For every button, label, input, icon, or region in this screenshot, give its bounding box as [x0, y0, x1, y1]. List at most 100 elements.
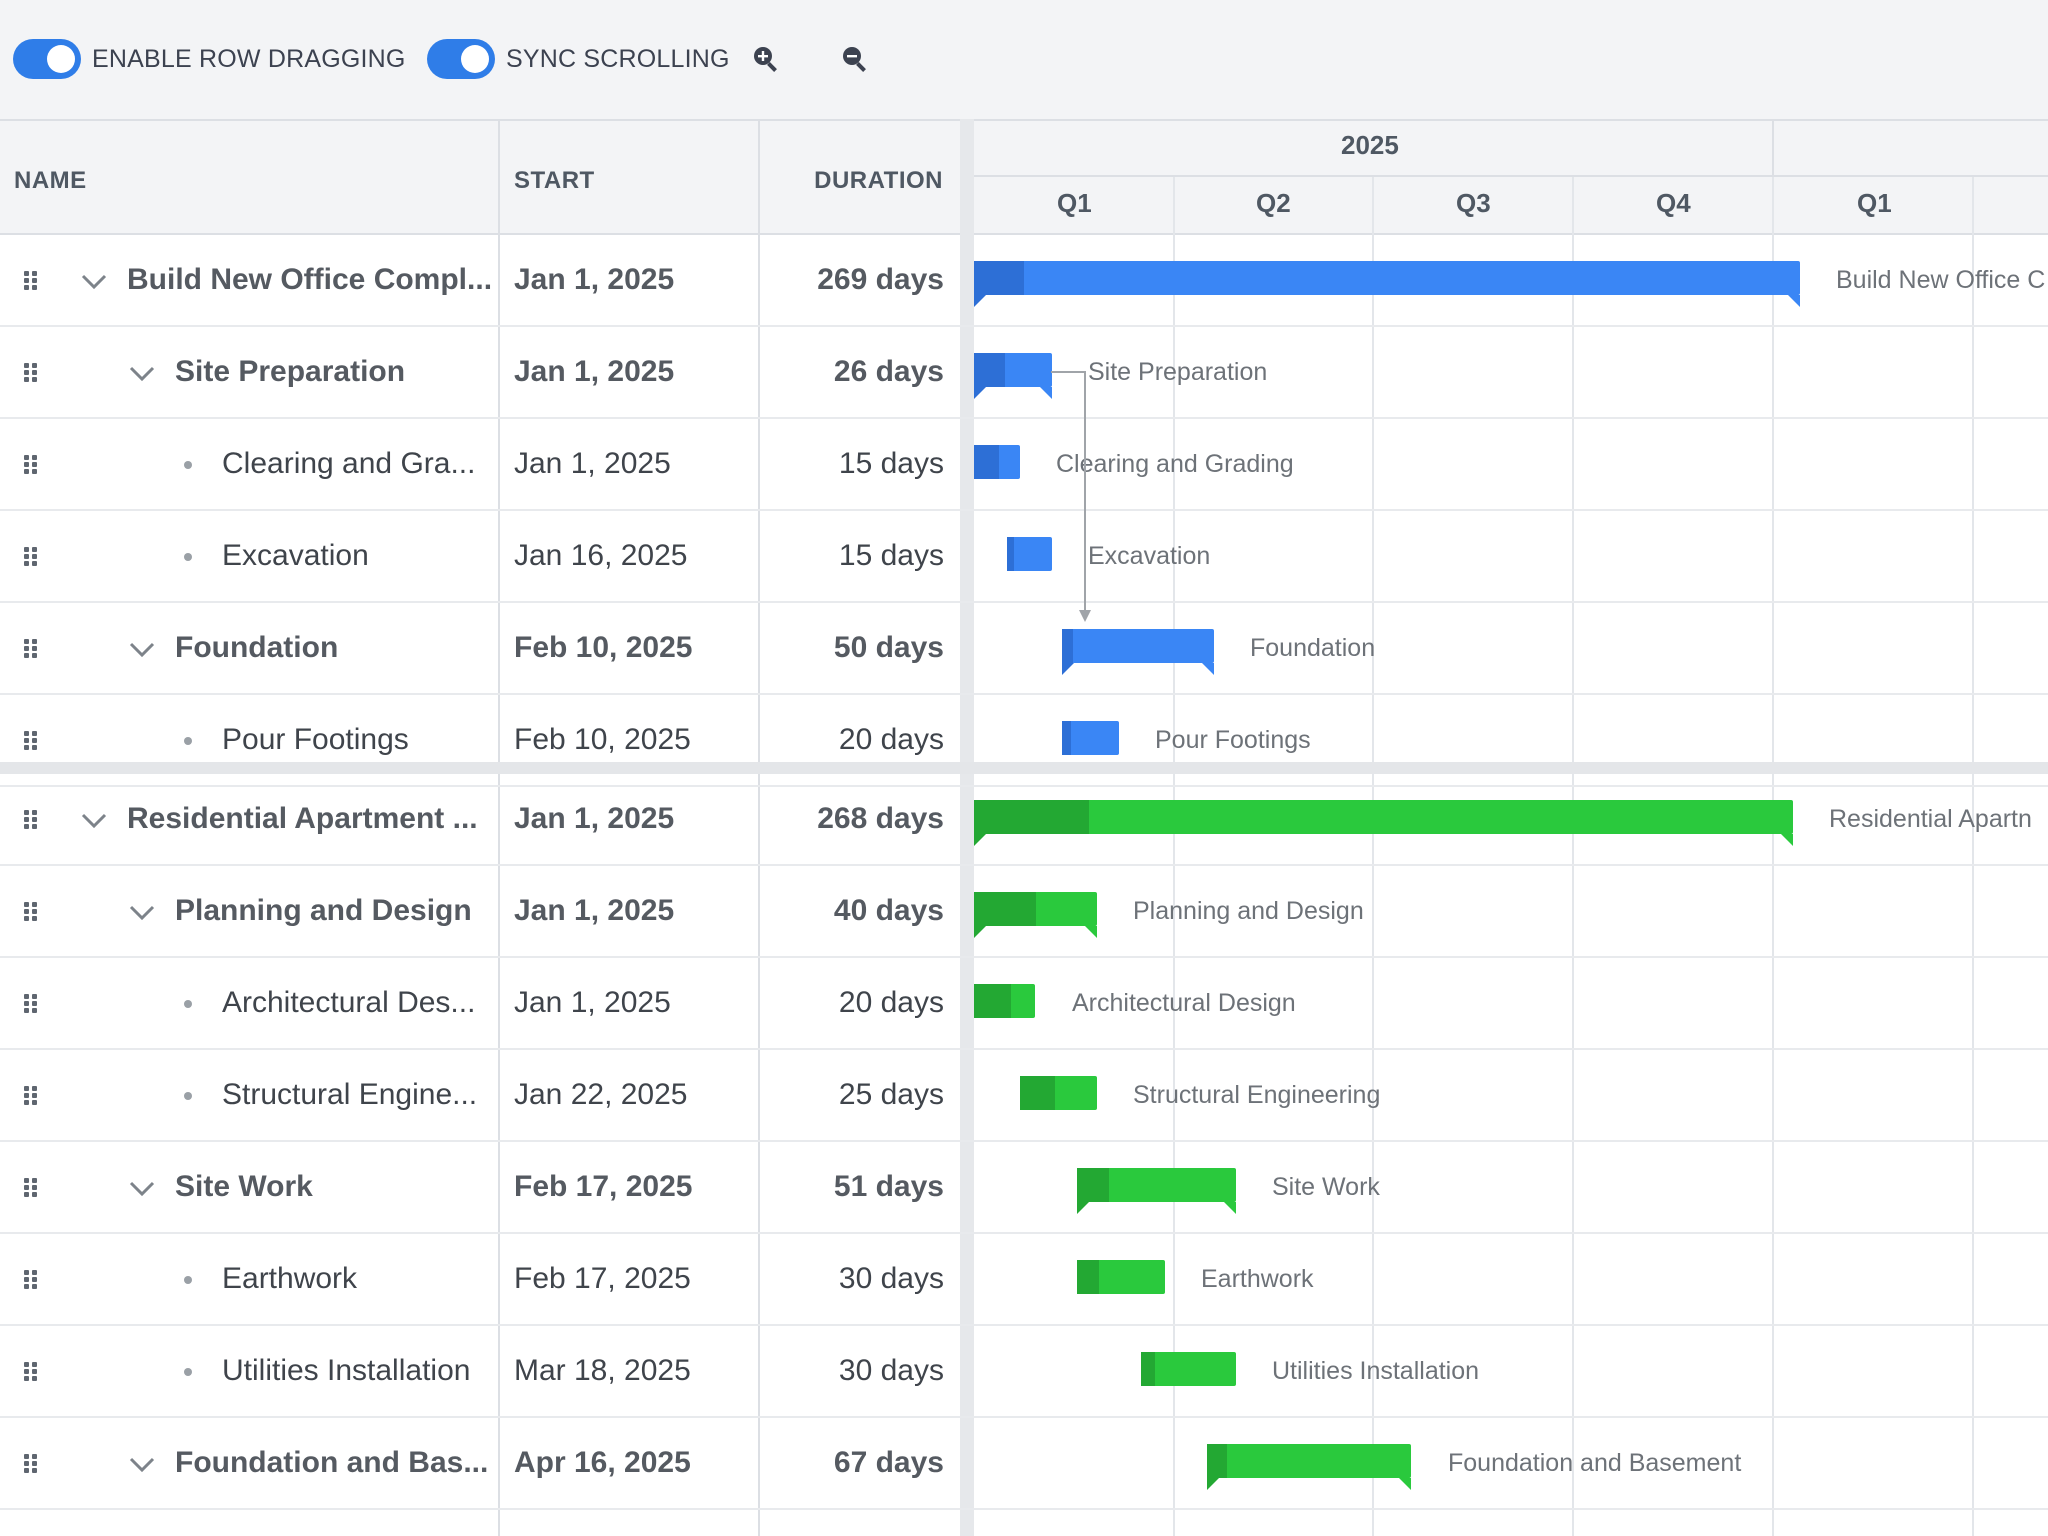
task-progress — [1077, 1260, 1099, 1294]
task-bar[interactable] — [1062, 721, 1119, 755]
task-name: Site Work — [175, 1170, 313, 1203]
task-bar[interactable] — [974, 984, 1035, 1018]
sync-scrolling-toggle[interactable] — [427, 39, 495, 79]
task-duration: 15 days — [838, 447, 944, 480]
column-header-duration[interactable]: DURATION — [814, 167, 943, 194]
task-start: Jan 16, 2025 — [514, 539, 688, 572]
summary-task-bar[interactable] — [974, 261, 1800, 307]
task-bar-label: Earthwork — [1201, 1265, 1314, 1293]
task-duration: 20 days — [838, 723, 944, 756]
chevron-down-icon[interactable] — [128, 1456, 156, 1474]
task-bar[interactable] — [1007, 537, 1052, 571]
task-row[interactable]: Site Work Feb 17, 2025 51 days Site Work — [0, 1142, 2048, 1234]
task-progress — [974, 445, 1000, 479]
summary-task-bar[interactable] — [974, 800, 1793, 846]
task-duration: 67 days — [833, 1446, 944, 1479]
row-dragging-toggle[interactable] — [13, 39, 81, 79]
task-progress — [1007, 537, 1014, 571]
task-duration: 25 days — [838, 1078, 944, 1111]
task-row[interactable]: Pour Footings Feb 10, 2025 20 days Pour Foo… — [0, 695, 2048, 787]
bullet-icon — [184, 1276, 192, 1284]
chevron-down-icon[interactable] — [80, 273, 108, 291]
task-duration: 15 days — [838, 539, 944, 572]
drag-handle-icon[interactable] — [24, 1270, 42, 1290]
summary-task-bar[interactable] — [974, 892, 1097, 938]
summary-task-bar[interactable] — [1207, 1444, 1411, 1490]
task-bar-label: Clearing and Grading — [1056, 450, 1294, 478]
bullet-icon — [184, 1368, 192, 1376]
task-row[interactable]: Planning and Design Jan 1, 2025 40 days Pla… — [0, 866, 2048, 958]
task-bar[interactable] — [1020, 1076, 1097, 1110]
task-row[interactable]: Utilities Installation Mar 18, 2025 30 day… — [0, 1326, 2048, 1418]
task-row[interactable]: Structural Engine... Jan 22, 2025 25 days S… — [0, 1050, 2048, 1142]
task-start: Jan 1, 2025 — [514, 986, 671, 1019]
summary-task-bar[interactable] — [1062, 629, 1214, 675]
dependency-arrow — [1051, 371, 1091, 622]
bullet-icon — [184, 553, 192, 561]
task-start: Jan 1, 2025 — [514, 355, 675, 388]
grid-header: NAME START DURATION — [0, 119, 960, 235]
timeline-quarter-q1: Q1 — [1057, 188, 1092, 218]
drag-handle-icon[interactable] — [24, 731, 42, 751]
task-row[interactable]: Site Preparation Jan 1, 2025 26 days Site P… — [0, 327, 2048, 419]
drag-handle-icon[interactable] — [24, 1362, 42, 1382]
task-row[interactable]: Foundation and Bas... Apr 16, 2025 67 days… — [0, 1418, 2048, 1510]
task-bar[interactable] — [974, 445, 1020, 479]
task-start: Jan 1, 2025 — [514, 802, 675, 835]
task-duration: 40 days — [833, 894, 944, 927]
task-bar[interactable] — [1077, 1260, 1165, 1294]
task-row[interactable]: Clearing and Gra... Jan 1, 2025 15 days Cle… — [0, 419, 2048, 511]
summary-task-bar[interactable] — [974, 353, 1052, 399]
drag-handle-icon[interactable] — [24, 271, 42, 291]
drag-handle-icon[interactable] — [24, 810, 42, 830]
zoom-in-icon[interactable] — [750, 43, 782, 75]
drag-handle-icon[interactable] — [24, 902, 42, 922]
task-bar-label: Build New Office C — [1836, 266, 2046, 294]
drag-handle-icon[interactable] — [24, 1178, 42, 1198]
task-progress — [1062, 629, 1073, 663]
grid-timeline-splitter[interactable] — [960, 119, 974, 1536]
quarter-gridline — [1372, 177, 1374, 1536]
task-start: Feb 10, 2025 — [514, 723, 691, 756]
timeline-quarter-q4: Q4 — [1656, 188, 1691, 218]
task-row[interactable]: Earthwork Feb 17, 2025 30 days Earthwork — [0, 1234, 2048, 1326]
timeline-header-divider — [974, 175, 2048, 177]
task-duration: 50 days — [833, 631, 944, 664]
task-bar-label: Utilities Installation — [1272, 1357, 1480, 1385]
drag-handle-icon[interactable] — [24, 363, 42, 383]
task-row[interactable]: Residential Apartment ... Jan 1, 2025 268 … — [0, 774, 2048, 866]
task-row[interactable]: Excavation Jan 16, 2025 15 days Excavation — [0, 511, 2048, 603]
column-header-start[interactable]: START — [514, 167, 595, 194]
chevron-down-icon[interactable] — [128, 1180, 156, 1198]
task-name: Pour Footings — [222, 723, 409, 756]
task-row[interactable]: Foundation Feb 10, 2025 50 days Foundation — [0, 603, 2048, 695]
task-progress — [974, 800, 1089, 834]
task-duration: 30 days — [838, 1262, 944, 1295]
chevron-down-icon[interactable] — [128, 641, 156, 659]
drag-handle-icon[interactable] — [24, 994, 42, 1014]
task-name: Utilities Installation — [222, 1354, 471, 1387]
task-bar[interactable] — [1141, 1352, 1236, 1386]
drag-handle-icon[interactable] — [24, 639, 42, 659]
column-header-name[interactable]: NAME — [14, 167, 87, 194]
drag-handle-icon[interactable] — [24, 455, 42, 475]
task-bar-label: Residential Apartn — [1829, 805, 2032, 833]
quarter-gridline — [1772, 177, 1774, 1536]
task-duration: 51 days — [833, 1170, 944, 1203]
chevron-down-icon[interactable] — [80, 812, 108, 830]
task-name: Build New Office Compl... — [127, 263, 493, 296]
task-progress — [1077, 1168, 1109, 1202]
task-row[interactable]: Build New Office Compl... Jan 1, 2025 269 … — [0, 235, 2048, 327]
drag-handle-icon[interactable] — [24, 547, 42, 567]
zoom-out-icon[interactable] — [839, 43, 871, 75]
quarter-gridline — [1972, 177, 1974, 1536]
task-name: Structural Engine... — [222, 1078, 478, 1111]
task-row[interactable]: Architectural Des... Jan 1, 2025 20 days Ar… — [0, 958, 2048, 1050]
bullet-icon — [184, 737, 192, 745]
chevron-down-icon[interactable] — [128, 365, 156, 383]
drag-handle-icon[interactable] — [24, 1454, 42, 1474]
drag-handle-icon[interactable] — [24, 1086, 42, 1106]
chevron-down-icon[interactable] — [128, 904, 156, 922]
summary-task-bar[interactable] — [1077, 1168, 1236, 1214]
project-splitter[interactable] — [0, 762, 2048, 774]
